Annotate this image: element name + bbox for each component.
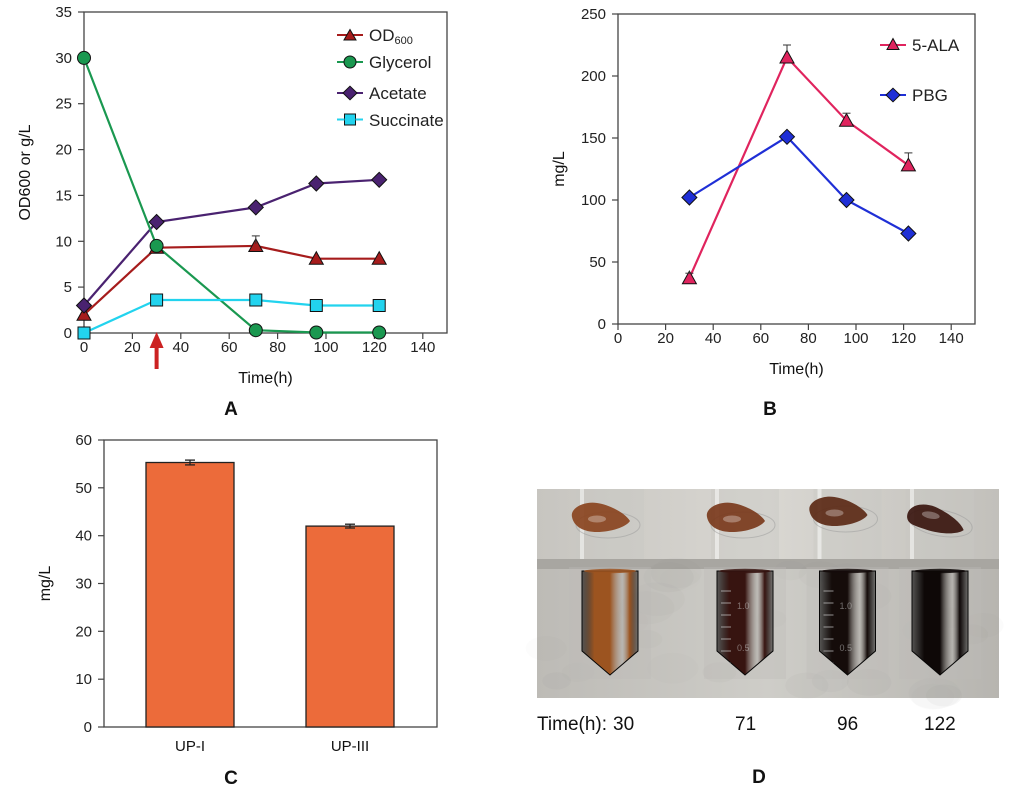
svg-text:200: 200: [581, 68, 606, 85]
svg-text:Time(h): Time(h): [238, 370, 293, 387]
svg-text:250: 250: [581, 6, 606, 23]
svg-text:UP-III: UP-III: [331, 738, 369, 755]
svg-text:Acetate: Acetate: [369, 84, 427, 103]
svg-text:OD600: OD600: [369, 26, 413, 47]
svg-text:0.5: 0.5: [737, 643, 750, 653]
svg-text:30: 30: [55, 50, 72, 67]
svg-text:Time(h):: Time(h):: [537, 714, 607, 735]
svg-text:60: 60: [221, 339, 238, 356]
svg-text:5-ALA: 5-ALA: [912, 36, 960, 55]
svg-text:122: 122: [924, 714, 956, 735]
svg-text:mg/L: mg/L: [37, 566, 54, 602]
svg-text:30: 30: [75, 576, 92, 593]
svg-text:0: 0: [64, 325, 72, 342]
svg-text:20: 20: [657, 330, 674, 347]
svg-text:50: 50: [75, 480, 92, 497]
svg-text:Time(h): Time(h): [769, 361, 824, 378]
svg-text:OD600 or g/L: OD600 or g/L: [17, 124, 34, 220]
svg-text:100: 100: [313, 339, 338, 356]
svg-text:80: 80: [800, 330, 817, 347]
svg-text:140: 140: [939, 330, 964, 347]
svg-text:50: 50: [589, 254, 606, 271]
svg-text:0: 0: [80, 339, 88, 356]
svg-text:1.0: 1.0: [737, 601, 750, 611]
svg-text:0.5: 0.5: [840, 643, 853, 653]
svg-text:15: 15: [55, 187, 72, 204]
svg-text:10: 10: [75, 671, 92, 688]
svg-text:35: 35: [55, 4, 72, 21]
svg-text:40: 40: [75, 528, 92, 545]
svg-text:Glycerol: Glycerol: [369, 53, 431, 72]
svg-text:140: 140: [410, 339, 435, 356]
svg-text:20: 20: [124, 339, 141, 356]
svg-text:30: 30: [613, 714, 634, 735]
svg-text:120: 120: [362, 339, 387, 356]
svg-text:10: 10: [55, 233, 72, 250]
svg-text:D: D: [752, 767, 766, 788]
svg-text:40: 40: [705, 330, 722, 347]
svg-text:B: B: [763, 399, 777, 420]
svg-text:PBG: PBG: [912, 86, 948, 105]
svg-text:71: 71: [735, 714, 756, 735]
svg-text:60: 60: [75, 432, 92, 449]
svg-text:150: 150: [581, 130, 606, 147]
svg-text:0: 0: [598, 316, 606, 333]
svg-text:UP-I: UP-I: [175, 738, 205, 755]
svg-text:mg/L: mg/L: [551, 151, 568, 187]
svg-text:100: 100: [843, 330, 868, 347]
svg-text:25: 25: [55, 96, 72, 113]
svg-text:120: 120: [891, 330, 916, 347]
svg-text:20: 20: [75, 623, 92, 640]
svg-text:C: C: [224, 768, 238, 789]
svg-text:0: 0: [614, 330, 622, 347]
svg-text:40: 40: [172, 339, 189, 356]
svg-text:60: 60: [752, 330, 769, 347]
svg-text:100: 100: [581, 192, 606, 209]
svg-text:1.0: 1.0: [840, 601, 853, 611]
svg-text:96: 96: [837, 714, 858, 735]
svg-text:A: A: [224, 399, 238, 420]
svg-text:5: 5: [64, 279, 72, 296]
svg-text:80: 80: [269, 339, 286, 356]
svg-text:Succinate: Succinate: [369, 111, 444, 130]
svg-text:20: 20: [55, 142, 72, 159]
svg-text:0: 0: [84, 719, 92, 736]
